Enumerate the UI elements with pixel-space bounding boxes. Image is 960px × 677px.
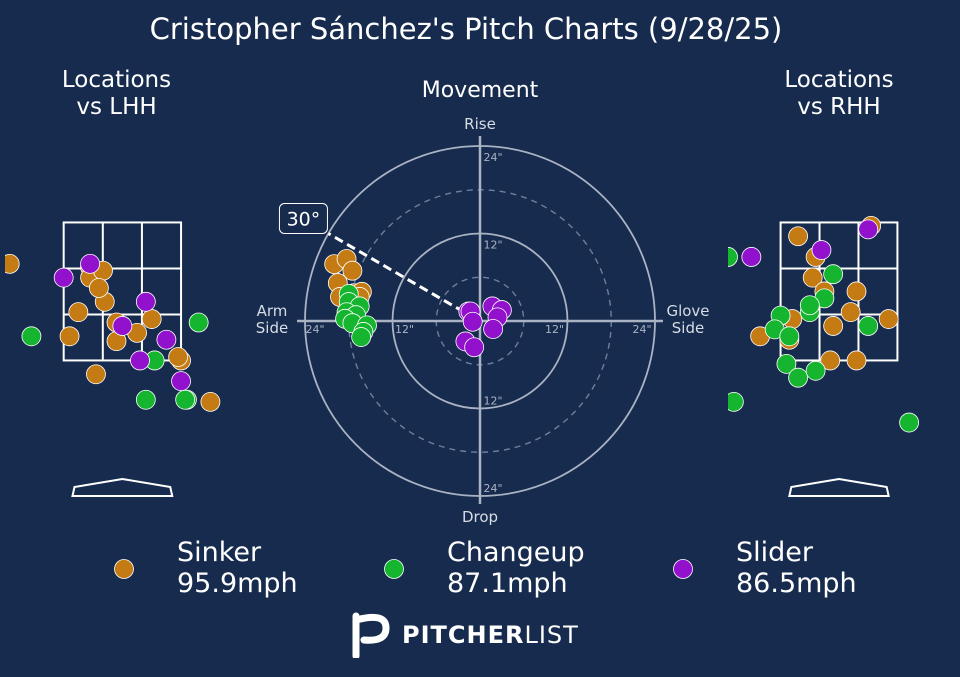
ring-label: 12" <box>545 323 564 336</box>
pitcherlist-p-icon <box>352 612 390 658</box>
sinker-location-point <box>68 302 89 323</box>
changeup-location-point <box>188 312 209 333</box>
movement-title: Movement <box>422 78 539 103</box>
ring-label: 12" <box>483 239 502 252</box>
sinker-location-point <box>88 278 109 298</box>
slider-movement-point <box>464 337 485 358</box>
legend-pitch-name: Changeup <box>447 537 585 568</box>
chart-title: Cristopher Sánchez's Pitch Charts (9/28/… <box>150 12 783 46</box>
legend-pitch-name: Sinker <box>177 537 262 568</box>
changeup-location-point <box>21 326 42 347</box>
sinker-location-point <box>840 302 861 323</box>
movement-panel: Movement 24" 12" 12" 24" 24" 12" 12" 24" Rise Drop… <box>256 78 710 526</box>
sinker-location-point <box>878 309 899 329</box>
sinker-location-point <box>141 309 162 329</box>
slider-location-point <box>130 350 150 371</box>
changeup-location-point <box>899 412 920 433</box>
changeup-location-point <box>788 367 809 388</box>
changeup-location-point <box>728 247 738 267</box>
sinker-location-point <box>846 281 867 302</box>
sinker-location-point <box>846 350 867 371</box>
ring-label: 12" <box>483 395 502 408</box>
changeup-location-point <box>728 391 744 412</box>
arm-side-label: Side <box>256 319 288 337</box>
sinker-location-point <box>788 226 809 247</box>
slider-location-point <box>112 316 133 336</box>
sinker-location-point <box>86 364 106 385</box>
legend-pitch-speed: 95.9mph <box>177 568 298 599</box>
sinker-movement-point <box>342 260 363 281</box>
slider-location-point <box>135 291 156 312</box>
glove-side-label: Side <box>672 319 704 337</box>
slider-legend-marker <box>673 559 693 579</box>
sinker-location-point <box>802 267 823 288</box>
drop-label: Drop <box>462 508 498 526</box>
sinker-location-point <box>59 326 80 347</box>
sinker-location-point <box>823 316 844 336</box>
arm-angle-box <box>278 203 328 234</box>
sinker-location-point <box>5 253 20 274</box>
pitcherlist-logo: PITCHERLIST <box>350 612 579 658</box>
rise-label: Rise <box>464 115 496 133</box>
panel-title: vs LHH <box>76 94 156 120</box>
home-plate <box>71 477 174 497</box>
changeup-location-point <box>823 264 844 285</box>
legend-pitch-name: Slider <box>736 537 814 568</box>
slider-location-point <box>741 247 762 267</box>
logo-text-strong: PITCHER <box>402 621 525 649</box>
ring-label: 24" <box>483 151 502 164</box>
changeup-legend-marker <box>384 559 404 579</box>
slider-location-point <box>80 253 100 274</box>
arm-angle-label: 30° <box>287 209 321 231</box>
slider-movement-point <box>462 311 483 332</box>
slider-location-point <box>811 240 832 260</box>
sinker-location-point <box>168 347 189 367</box>
ring-label: 24" <box>632 323 651 336</box>
glove-side-label: Glove <box>666 302 709 320</box>
slider-location-point <box>156 329 177 350</box>
strike-zone <box>62 221 183 362</box>
changeup-location-point <box>858 316 879 336</box>
ring-label: 12" <box>395 323 414 336</box>
ring-label: 24" <box>483 482 502 495</box>
panel-title: Locations <box>784 67 893 93</box>
panel-title: vs RHH <box>797 94 880 120</box>
arm-side-label: Arm <box>257 302 288 320</box>
slider-movement-point <box>483 319 504 339</box>
ring-label: 24" <box>305 323 324 336</box>
changeup-location-point <box>175 389 196 410</box>
slider-location-point <box>858 219 879 240</box>
sinker-location-point <box>820 350 841 371</box>
legend-pitch-speed: 87.1mph <box>447 568 568 599</box>
home-plate <box>788 477 890 497</box>
changeup-location-point <box>135 389 156 410</box>
slider-location-point <box>53 267 74 288</box>
changeup-location-point <box>805 360 826 381</box>
slider-location-point <box>171 371 191 392</box>
legend-pitch-speed: 86.5mph <box>736 568 857 599</box>
arm-angle-line <box>327 232 477 321</box>
logo-text-light: LIST <box>524 621 579 649</box>
sinker-location-point <box>200 391 221 412</box>
sinker-legend-marker <box>114 559 134 579</box>
panel-title: Locations <box>62 67 171 93</box>
changeup-location-point <box>776 353 797 374</box>
changeup-location-point <box>799 295 820 316</box>
changeup-movement-point <box>351 327 372 347</box>
changeup-location-point <box>779 326 800 347</box>
